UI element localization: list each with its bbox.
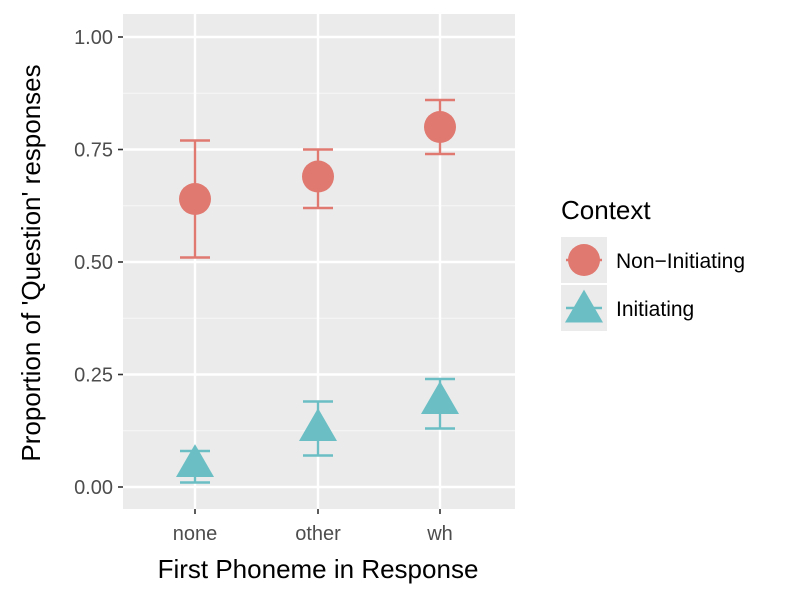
y-tick-label: 0.00: [74, 477, 113, 499]
legend-key-marker: [565, 289, 603, 323]
x-axis-title: First Phoneme in Response: [158, 554, 479, 584]
data-point: [179, 183, 211, 215]
data-point: [176, 444, 214, 478]
y-tick-label: 1.00: [74, 27, 113, 49]
data-point: [424, 111, 456, 143]
y-tick-label: 0.75: [74, 140, 113, 162]
data-point: [299, 408, 337, 442]
y-tick-label: 0.50: [74, 252, 113, 274]
data-point: [302, 160, 334, 193]
data-point: [421, 381, 459, 415]
x-tick-label: none: [173, 523, 218, 545]
y-axis: 0.00 0.25 0.50 0.75 1.00: [74, 27, 123, 499]
legend-key-marker: [568, 244, 600, 276]
legend-label: Initiating: [616, 298, 694, 321]
y-axis-title: Proportion of 'Question' responses: [16, 64, 46, 461]
y-tick-label: 0.25: [74, 365, 113, 387]
data-marks: [176, 98, 459, 484]
x-tick-label: wh: [426, 523, 453, 545]
legend: Context Non−Initiating Initiating: [561, 195, 745, 331]
x-axis: none other wh: [173, 509, 453, 545]
legend-label: Non−Initiating: [616, 250, 745, 273]
x-tick-label: other: [295, 523, 341, 545]
legend-title: Context: [561, 195, 651, 225]
